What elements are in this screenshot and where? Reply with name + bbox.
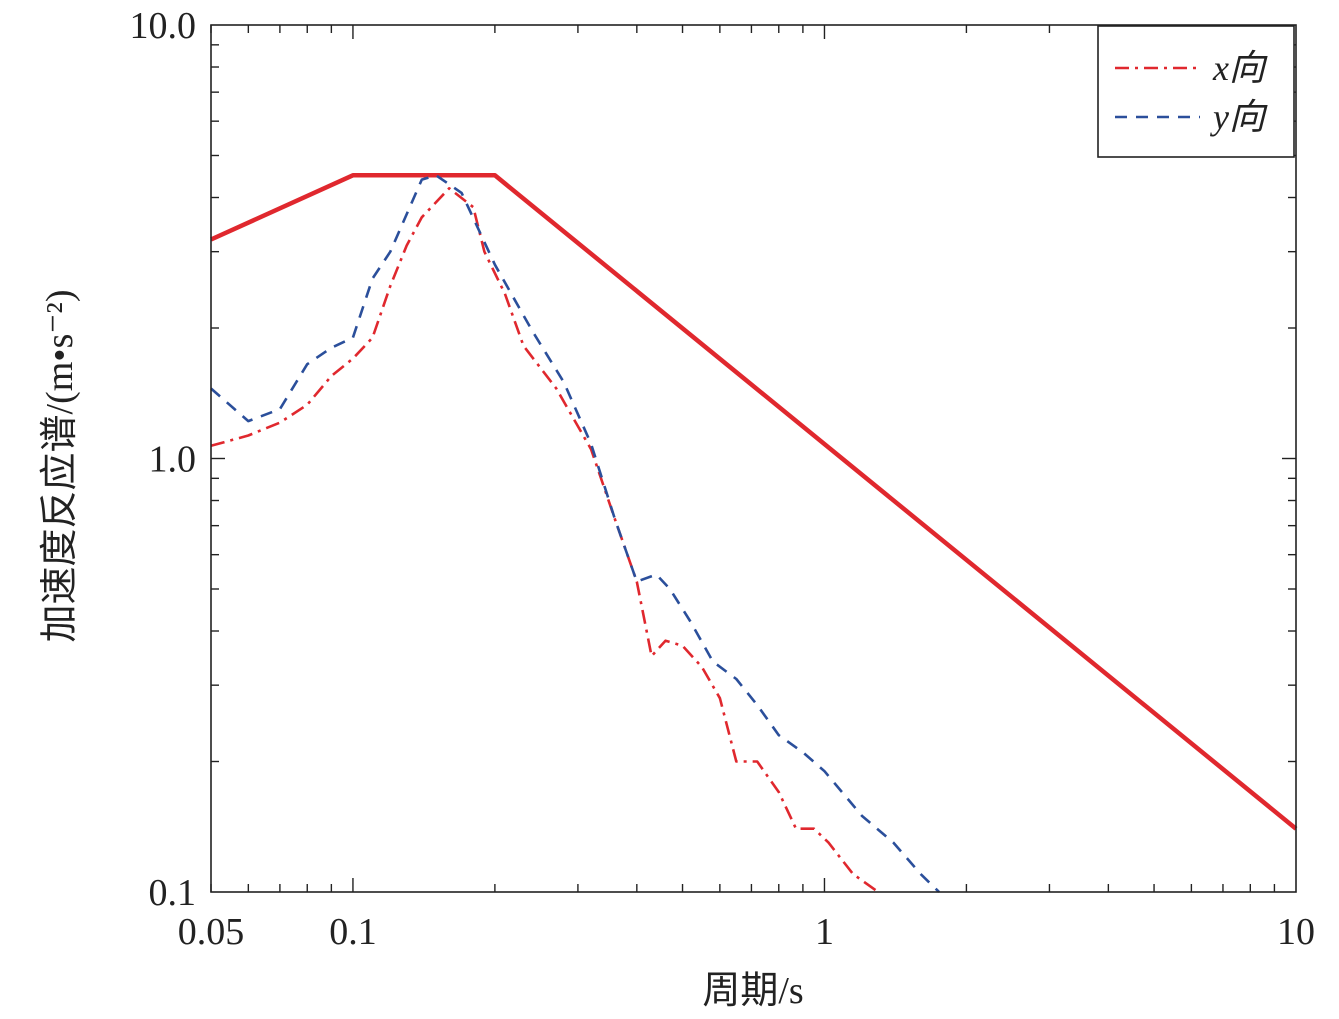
series-design-spectrum-line <box>210 173 1298 831</box>
series-line-x <box>210 187 879 894</box>
y-tick-label: 10.0 <box>130 5 197 47</box>
series-line-y <box>210 174 941 893</box>
plot-frame <box>210 24 1297 893</box>
x-tick-label: 0.1 <box>329 911 377 953</box>
legend-x-label: x向 <box>1212 48 1268 88</box>
legend-y-label: y向 <box>1210 97 1268 137</box>
x-tick-label: 0.05 <box>178 911 245 953</box>
y-tick-labels: 0.1 1.0 10.0 <box>130 5 197 914</box>
y-axis-label: 加速度反应谱/(m•s⁻²) <box>39 290 81 643</box>
legend: x向 y向 <box>1097 25 1295 158</box>
y-tick-label: 0.1 <box>149 872 197 914</box>
legend-box <box>1097 25 1295 158</box>
x-tick-label: 1 <box>815 911 834 953</box>
x-axis-label: 周期/s <box>702 970 803 1012</box>
x-tick-labels: 0.05 0.1 1 10 <box>178 911 1315 953</box>
x-tick-label: 10 <box>1277 911 1315 953</box>
series-layer <box>210 173 1298 894</box>
y-tick-label: 1.0 <box>149 439 197 481</box>
